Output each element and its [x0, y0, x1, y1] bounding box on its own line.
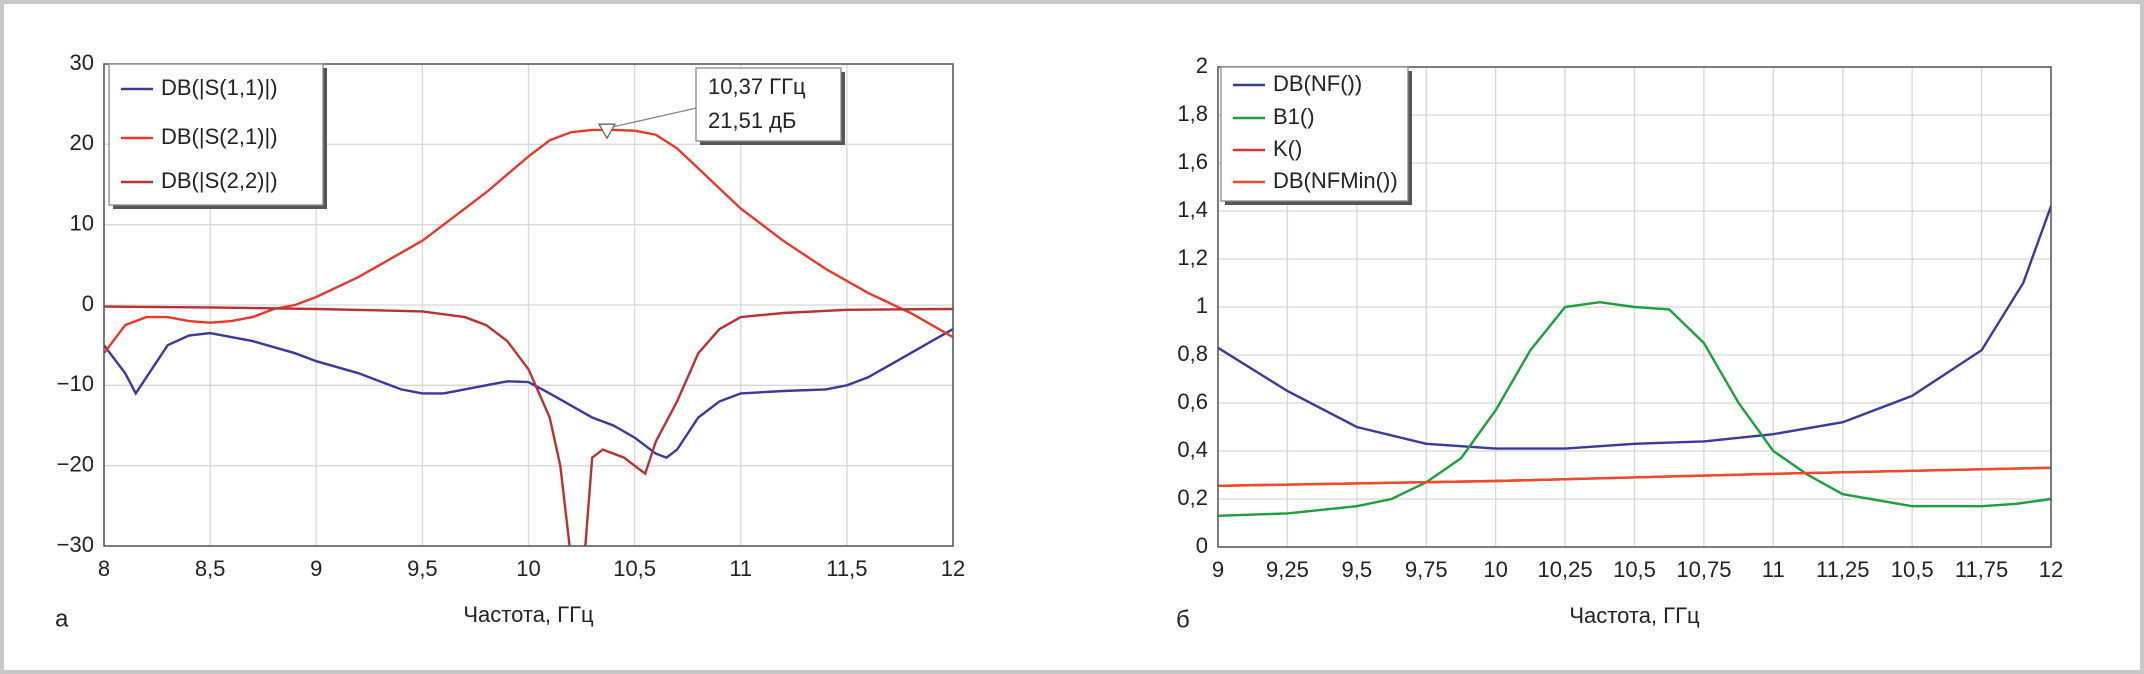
annotation-box	[695, 67, 842, 142]
panel-label: б	[1176, 606, 1190, 633]
x-tick-label: 9,5	[1342, 557, 1373, 582]
legend-label: B1()	[1273, 104, 1315, 129]
y-tick-label: 1	[1196, 293, 1208, 318]
legend-label: DB(NFMin())	[1273, 168, 1398, 193]
x-tick-label: 10,5	[1891, 557, 1934, 582]
x-tick-label: 12	[2039, 557, 2063, 582]
legend	[1220, 66, 1409, 202]
x-tick-label: 11,5	[826, 556, 867, 581]
legend-label: DB(NF())	[1273, 71, 1362, 96]
x-tick-label: 10	[516, 556, 540, 581]
annotation-text: 10,37 ГГц	[708, 74, 806, 99]
x-tick-label: 8	[98, 556, 110, 581]
annotation-text: 21,51 дБ	[708, 108, 796, 133]
series-line	[104, 328, 953, 459]
y-tick-label: 10	[70, 210, 94, 235]
legend-label: DB(|S(1,1)|)	[161, 75, 278, 100]
marker	[597, 123, 617, 140]
y-tick-label: −10	[57, 371, 94, 396]
y-tick-label: 0,6	[1177, 389, 1208, 414]
series-line	[104, 128, 953, 354]
x-tick-label: 11,75	[1955, 557, 2008, 582]
x-tick-label: 9,25	[1266, 557, 1309, 582]
plot-border	[103, 63, 954, 547]
x-tick-label: 10,5	[1613, 557, 1656, 582]
y-tick-label: 1,4	[1177, 197, 1208, 222]
plot-border	[1217, 66, 2052, 548]
y-tick-label: −20	[57, 451, 94, 476]
legend-label: K()	[1273, 136, 1302, 161]
panel-label: а	[55, 605, 69, 632]
x-tick-label: 11	[1762, 557, 1785, 582]
x-axis-label: Частота, ГГц	[463, 602, 594, 627]
x-tick-label: 8,5	[195, 556, 226, 581]
x-tick-label: 9,5	[407, 556, 438, 581]
series-line	[1218, 466, 2051, 487]
y-tick-label: 1,6	[1177, 149, 1208, 174]
x-tick-label: 11	[729, 556, 752, 581]
series-line	[104, 305, 953, 546]
x-tick-label: 10	[1483, 557, 1507, 582]
series-line	[1218, 205, 2051, 450]
x-tick-label: 12	[941, 556, 965, 581]
x-tick-label: 10,25	[1538, 557, 1593, 582]
x-tick-label: 9	[1212, 557, 1224, 582]
annotation-leader	[606, 107, 697, 129]
legend-label: DB(|S(2,2)|)	[161, 168, 278, 193]
x-tick-label: 9,75	[1405, 557, 1448, 582]
y-tick-label: 0,4	[1177, 437, 1208, 462]
y-tick-label: 1,2	[1177, 245, 1208, 270]
y-tick-label: 20	[70, 130, 94, 155]
x-tick-label: 11,25	[1816, 557, 1869, 582]
y-tick-label: 0	[1196, 533, 1208, 558]
series-line	[1218, 300, 2051, 517]
x-tick-label: 10,5	[613, 556, 656, 581]
legend-label: DB(|S(2,1)|)	[161, 124, 278, 149]
x-axis-label: Частота, ГГц	[1569, 603, 1700, 628]
y-tick-label: 0	[82, 291, 94, 316]
y-tick-label: 0,2	[1177, 485, 1208, 510]
y-tick-label: 30	[70, 50, 94, 75]
y-tick-label: 1,8	[1177, 101, 1208, 126]
x-tick-label: 9	[310, 556, 322, 581]
y-tick-label: −30	[57, 532, 94, 557]
y-tick-label: 0,8	[1177, 341, 1208, 366]
y-tick-label: 2	[1196, 53, 1208, 78]
x-tick-label: 10,75	[1676, 557, 1731, 582]
